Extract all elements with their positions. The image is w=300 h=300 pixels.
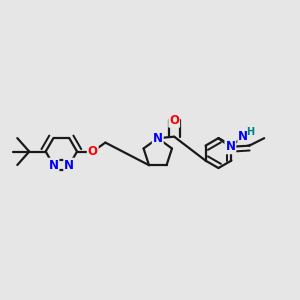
Text: O: O	[88, 145, 98, 158]
Text: N: N	[64, 159, 74, 172]
Text: N: N	[225, 140, 236, 153]
Text: O: O	[169, 114, 179, 127]
Text: H: H	[246, 127, 254, 137]
Text: N: N	[238, 130, 248, 143]
Text: N: N	[153, 132, 163, 145]
Text: N: N	[49, 159, 58, 172]
